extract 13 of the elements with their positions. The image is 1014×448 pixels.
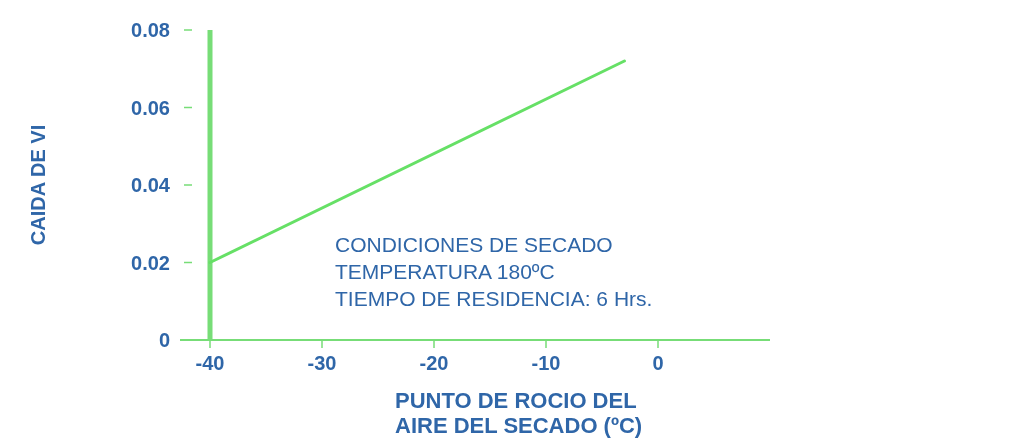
y-tick-label: 0.08 bbox=[131, 19, 170, 41]
annotation: CONDICIONES DE SECADO TEMPERATURA 180ºC TIEMPO DE RESIDENCIA: 6 Hrs. bbox=[335, 233, 653, 310]
y-tick-label: 0.06 bbox=[131, 96, 170, 119]
y-tick-label: 0.04 bbox=[131, 174, 171, 196]
y-tick-label: 0 bbox=[158, 329, 170, 351]
x-tick-label: -10 bbox=[531, 352, 561, 374]
y-tick-label: 0.02 bbox=[131, 251, 170, 274]
x-tick-label: -30 bbox=[307, 352, 337, 374]
x-tick-label: 0 bbox=[652, 352, 664, 374]
x-tick-label: -40 bbox=[195, 352, 225, 374]
x-tick-label: -20 bbox=[419, 352, 449, 374]
x-axis-title: PUNTO DE ROCIO DEL AIRE DEL SECADO (ºC) bbox=[395, 388, 643, 438]
y-axis-title: CAIDA DE VI bbox=[27, 124, 49, 246]
